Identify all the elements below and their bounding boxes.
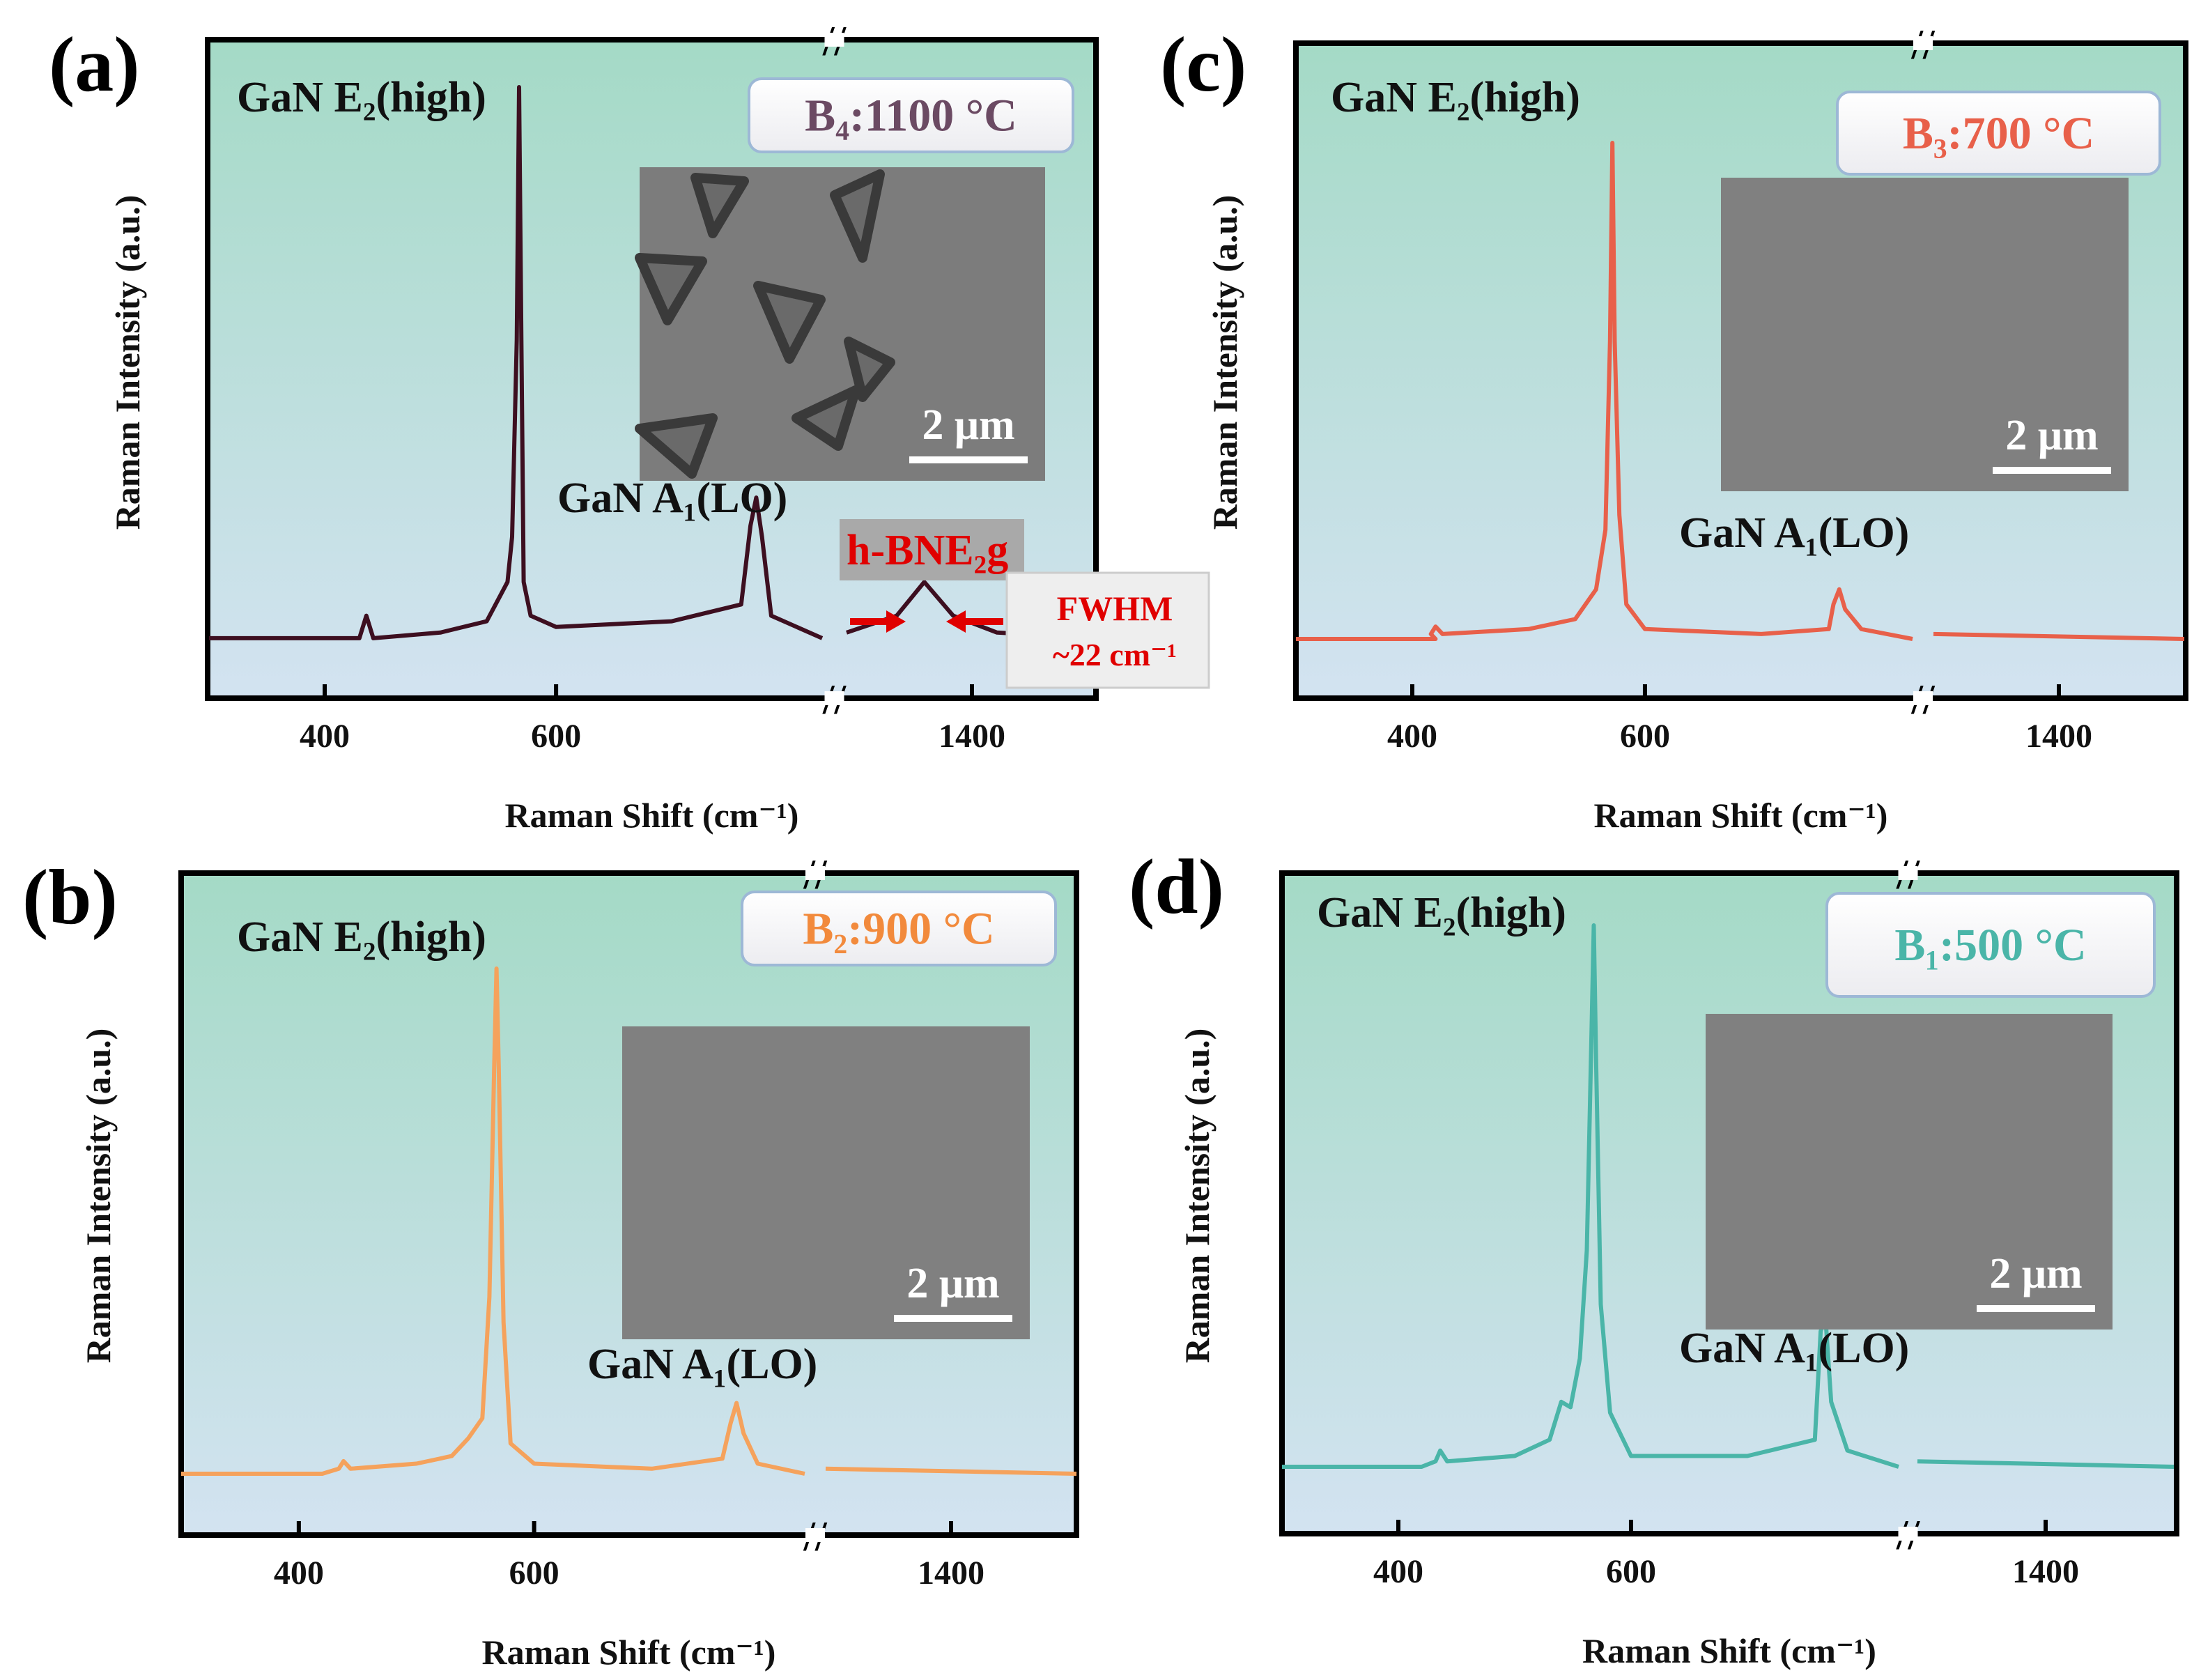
sample-label: B₁:500 °C: [1894, 920, 2086, 971]
panel-label: (c): [1160, 22, 1246, 108]
sem-triangle-flake: [830, 169, 885, 263]
panel-d: (d) Raman Intensity (a.u.) Raman Shift (cm…: [1129, 844, 2179, 1670]
x-axis-label: Raman Shift (cm⁻¹): [1594, 796, 1888, 835]
hbn-peak-label: h-BNE₂g: [847, 527, 1008, 574]
spectrum-line-segment-2: [1917, 1459, 2175, 1469]
panel-c: (c) Raman Intensity (a.u.) Raman Shift (cm…: [1160, 22, 2188, 835]
sem-triangle-flake: [635, 413, 718, 479]
sem-triangle-flake: [690, 173, 749, 238]
x-tick-label: 600: [1620, 718, 1670, 755]
break-gap: [824, 33, 844, 47]
scale-bar-label: 2 μm: [922, 401, 1014, 449]
sem-triangle-flake: [844, 337, 895, 402]
break-gap: [1898, 1527, 1918, 1541]
sem-inset: 2 μm: [1706, 1014, 2113, 1330]
fwhm-arrowhead-left: [886, 610, 906, 633]
peak-label-a1: GaN A₁(LO): [1679, 1325, 1909, 1372]
sem-triangle-flake: [791, 385, 860, 451]
break-gap: [805, 866, 825, 880]
y-axis-label: Raman Intensity (a.u.): [79, 1028, 118, 1364]
x-tick-label: 1400: [918, 1555, 984, 1592]
sem-triangle-flake: [635, 253, 707, 325]
sem-inset: 2 μm: [635, 167, 1045, 481]
spectrum-line-segment-2: [1933, 631, 2185, 641]
x-tick-label: 400: [274, 1555, 324, 1592]
x-tick-label: 600: [1606, 1553, 1656, 1590]
y-axis-label: Raman Intensity (a.u.): [1205, 195, 1244, 530]
peak-label-a1: GaN A₁(LO): [587, 1341, 817, 1388]
spectrum-line-segment-1: [1296, 141, 1913, 641]
fwhm-arrowhead-right: [946, 610, 966, 633]
sem-inset: 2 μm: [622, 1026, 1030, 1339]
spectrum-line-segment-2: [825, 1466, 1077, 1476]
fwhm-label: FWHM: [1057, 589, 1173, 628]
spectrum-line-segment-1: [209, 85, 824, 640]
fwhm-box: [1005, 571, 1210, 689]
y-axis-label: Raman Intensity (a.u.): [108, 195, 147, 530]
panel-label: (b): [22, 854, 118, 941]
x-axis-label: Raman Shift (cm⁻¹): [1582, 1631, 1876, 1670]
panel-a: (a) Raman Intensity (a.u.) Raman Shift (cm…: [49, 18, 1210, 835]
x-tick-label: 600: [509, 1555, 559, 1592]
panel-label: (a): [49, 22, 140, 108]
sem-image: [622, 1026, 1030, 1339]
peak-label-a1: GaN A₁(LO): [1679, 509, 1909, 557]
sample-label: B₄:1100 °C: [805, 91, 1017, 141]
x-axis-label: Raman Shift (cm⁻¹): [505, 796, 799, 835]
x-axis-label: Raman Shift (cm⁻¹): [482, 1633, 776, 1672]
x-tick-label: 1400: [2025, 718, 2092, 755]
sample-label: B₃:700 °C: [1903, 108, 2094, 159]
break-gap: [1898, 866, 1918, 880]
y-axis-label: Raman Intensity (a.u.): [1177, 1028, 1217, 1364]
x-tick-label: 400: [1387, 718, 1437, 755]
sample-label-box: [1825, 892, 2156, 998]
peak-label-e2: GaN E₂(high): [237, 74, 486, 121]
break-gap: [805, 1528, 825, 1542]
x-tick-label: 1400: [939, 718, 1005, 755]
panel-b: (b) Raman Intensity (a.u.) Raman Shift (cm…: [22, 851, 1079, 1672]
panel-label: (d): [1129, 844, 1224, 930]
spectrum-line-segment-1: [181, 966, 805, 1476]
sem-inset: 2 μm: [1721, 178, 2129, 491]
sample-label-box: [741, 891, 1057, 966]
scale-bar-label: 2 μm: [2005, 412, 2098, 459]
scale-bar-label: 2 μm: [906, 1260, 999, 1307]
break-gap: [1913, 36, 1933, 50]
peak-label-e2: GaN E₂(high): [1317, 889, 1566, 937]
break-gap: [1913, 691, 1933, 705]
sem-image: [1721, 178, 2129, 491]
peak-label-e2: GaN E₂(high): [1331, 74, 1580, 121]
scale-bar-label: 2 μm: [1989, 1250, 2082, 1297]
x-tick-label: 400: [300, 718, 350, 755]
x-tick-label: 600: [531, 718, 581, 755]
break-gap: [824, 691, 844, 705]
hbn-label-box: [840, 519, 1024, 580]
sem-triangle-flake: [753, 281, 826, 364]
sample-label-box: [1836, 91, 2161, 176]
x-tick-label: 1400: [2012, 1553, 2079, 1590]
peak-label-a1: GaN A₁(LO): [557, 475, 787, 522]
fwhm-value: ~22 cm⁻¹: [1053, 637, 1177, 672]
x-tick-label: 400: [1373, 1553, 1423, 1590]
sem-image: [1706, 1014, 2113, 1330]
sample-label: B₂:900 °C: [803, 904, 994, 955]
peak-label-e2: GaN E₂(high): [237, 914, 486, 961]
sample-label-box: [748, 77, 1074, 153]
